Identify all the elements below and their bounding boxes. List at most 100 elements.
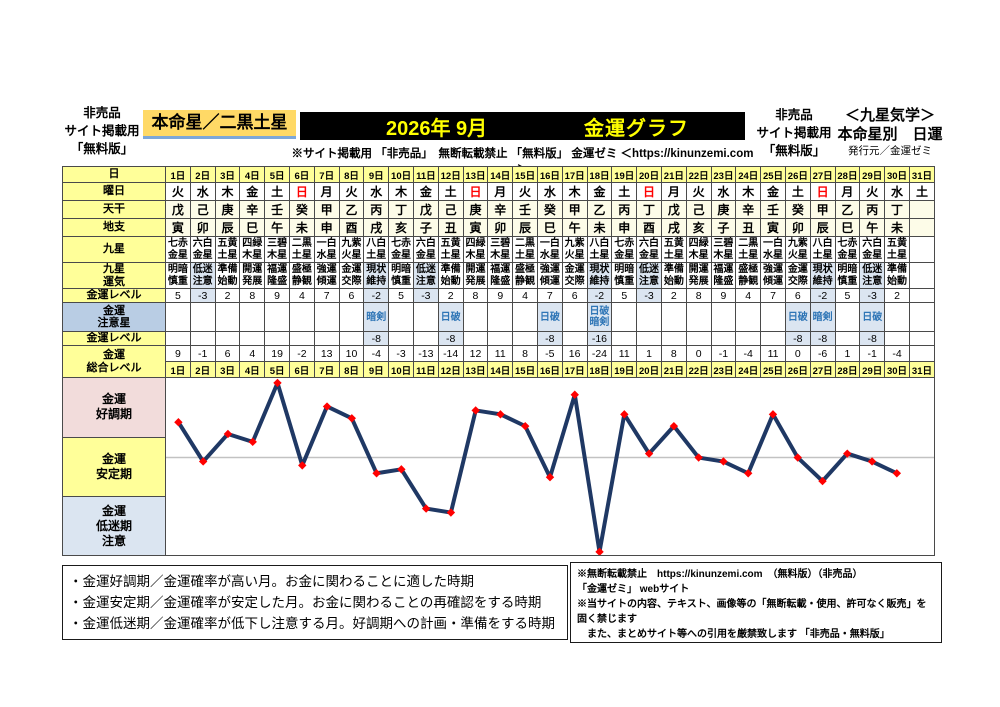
- school-subtitle: 本命星別 日運: [837, 126, 943, 143]
- cell-unki: 盛極静観: [512, 261, 538, 290]
- cell-day2: 6日: [288, 361, 315, 379]
- data-point-marker: [818, 477, 827, 486]
- copyright-line: 「金運ゼミ」 webサイト: [577, 584, 690, 595]
- cell-tenkan: 己: [685, 200, 712, 219]
- cell-total: 12: [462, 345, 489, 363]
- legend-line: ・金運安定期／金運確率が安定した月。お金に関わることの再確認をする時期: [69, 595, 542, 610]
- cell-youbi: 日: [462, 182, 489, 201]
- cell-youbi: 水: [363, 182, 390, 201]
- cell-total: -3: [388, 345, 414, 363]
- cell-day: 6日: [288, 166, 315, 183]
- cell-day: 26日: [784, 166, 811, 183]
- cell-youbi: 日: [809, 182, 836, 201]
- cell-chishi: 子: [710, 218, 737, 237]
- cell-chishi: 辰: [512, 218, 538, 237]
- cell-chishi: 寅: [462, 218, 489, 237]
- cell-day2: 22日: [685, 361, 712, 379]
- cell-day: 17日: [561, 166, 588, 183]
- cell-kyusei: 七赤金星: [834, 236, 861, 263]
- cell-day: 13日: [462, 166, 489, 183]
- cell-chishi: 卯: [784, 218, 811, 237]
- data-point-marker: [248, 437, 257, 447]
- cell-youbi: 土: [264, 182, 290, 201]
- cell-kyusei: 七赤金星: [611, 236, 638, 263]
- legend-line: ・金運好調期／金運確率が高い月。お金に関わることに適した時期: [69, 574, 474, 589]
- cell-youbi: 月: [313, 182, 340, 201]
- cell-day: 12日: [437, 166, 464, 183]
- row-label-day: 日: [62, 166, 166, 183]
- cell-level: [908, 288, 936, 304]
- cell-tenkan: 己: [189, 200, 216, 219]
- row-label-level2: 金運レベル: [62, 331, 166, 347]
- cell-total: 11: [611, 345, 638, 363]
- cell-day2: 27日: [809, 361, 836, 379]
- cell-tenkan: 戊: [660, 200, 687, 219]
- cell-unki: 開運発展: [685, 261, 712, 290]
- data-point-marker: [669, 422, 679, 431]
- cell-tenkan: 辛: [487, 200, 514, 219]
- cell-tenkan: 庚: [710, 200, 737, 219]
- cell-youbi: 水: [884, 182, 910, 201]
- cell-day2: 16日: [536, 361, 563, 379]
- cell-youbi: 土: [611, 182, 638, 201]
- cell-day2: 19日: [611, 361, 638, 379]
- page-title: 金運グラフ: [584, 117, 689, 140]
- cell-level2: -8: [809, 331, 836, 347]
- cell-unki: 金運交際: [338, 261, 365, 290]
- cell-chui: [412, 302, 439, 333]
- cell-level: -2: [809, 288, 836, 304]
- cell-tenkan: 甲: [313, 200, 340, 219]
- cell-total: 19: [264, 345, 290, 363]
- cell-youbi: 水: [710, 182, 737, 201]
- cell-day2: 23日: [710, 361, 737, 379]
- cell-chui: [189, 302, 216, 333]
- cell-kyusei: 八白土星: [809, 236, 836, 263]
- cell-unki: 準備始動: [660, 261, 687, 290]
- cell-kyusei: 一白水星: [313, 236, 340, 263]
- cell-level: 2: [660, 288, 687, 304]
- cell-level2: [834, 331, 861, 347]
- cell-level2: [884, 331, 910, 347]
- cell-total: -24: [586, 345, 613, 363]
- cell-level: -3: [412, 288, 439, 304]
- data-point-marker: [719, 457, 728, 466]
- cell-kyusei: 一白水星: [536, 236, 563, 263]
- cell-level2: [512, 331, 538, 347]
- cell-kyusei: 七赤金星: [165, 236, 191, 263]
- cell-chui: [735, 302, 762, 333]
- cell-day: 21日: [660, 166, 687, 183]
- cell-day: 29日: [859, 166, 886, 183]
- cell-total: -1: [859, 345, 886, 363]
- data-point-marker: [694, 453, 703, 463]
- cell-day2: 31日: [908, 361, 936, 379]
- cell-unki: 明暗慎重: [611, 261, 638, 290]
- cell-day2: 8日: [338, 361, 365, 379]
- cell-chishi: 巳: [834, 218, 861, 237]
- cell-chui: [388, 302, 414, 333]
- cell-chui: 暗剣: [363, 302, 390, 333]
- cell-level2: -8: [859, 331, 886, 347]
- cell-chishi: 辰: [214, 218, 241, 237]
- cell-total: 6: [214, 345, 241, 363]
- cell-level2: [710, 331, 737, 347]
- cell-day: 7日: [313, 166, 340, 183]
- cell-level2: [462, 331, 489, 347]
- cell-day2: 4日: [239, 361, 266, 379]
- cell-unki: 明暗慎重: [834, 261, 861, 290]
- cell-youbi: 火: [338, 182, 365, 201]
- cell-chishi: 未: [288, 218, 315, 237]
- cell-tenkan: 丁: [636, 200, 662, 219]
- cell-total: -2: [288, 345, 315, 363]
- cell-kyusei: 四緑木星: [239, 236, 266, 263]
- cell-unki: 金運交際: [784, 261, 811, 290]
- cell-day: 24日: [735, 166, 762, 183]
- cell-tenkan: 丙: [611, 200, 638, 219]
- cell-youbi: 月: [834, 182, 861, 201]
- cell-youbi: 月: [660, 182, 687, 201]
- cell-level2: -16: [586, 331, 613, 347]
- cell-unki: 盛極静観: [735, 261, 762, 290]
- cell-chishi: [908, 218, 936, 237]
- cell-day2: 10日: [388, 361, 414, 379]
- cell-level: 8: [462, 288, 489, 304]
